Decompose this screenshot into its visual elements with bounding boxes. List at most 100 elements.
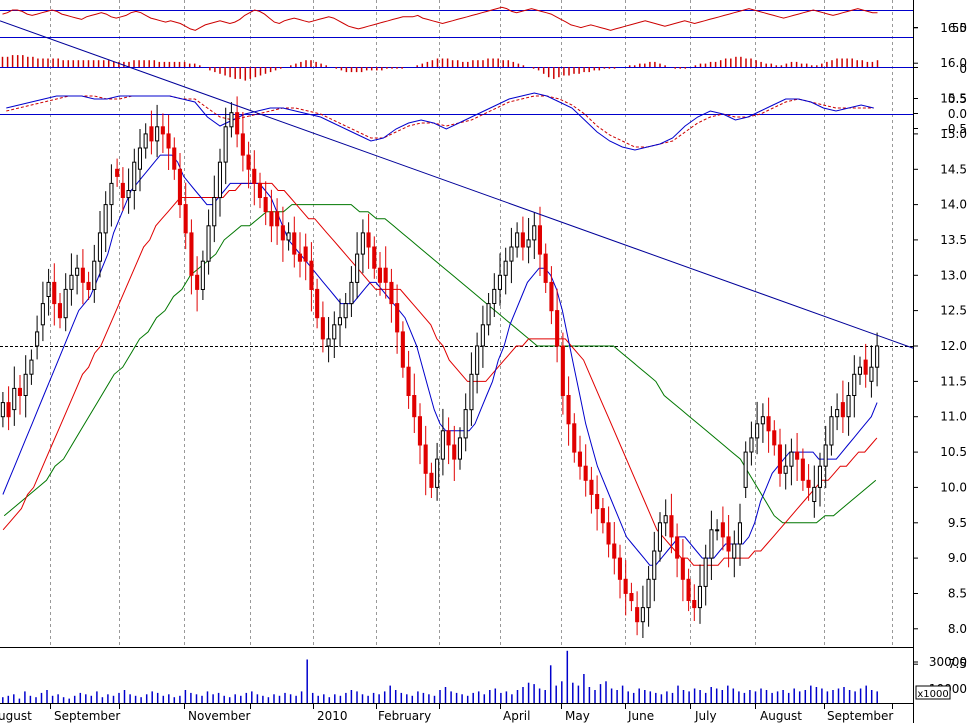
candle-down (320, 317, 325, 340)
candle-up (475, 345, 480, 375)
price-tick-label: 10.5 (940, 445, 967, 459)
candle-up (23, 373, 28, 396)
candle-down (52, 281, 57, 305)
candle-up (217, 161, 222, 199)
candle-down (412, 395, 417, 418)
candle-up (709, 529, 714, 559)
candle-down (777, 444, 783, 474)
candle-up (703, 557, 708, 587)
candle-down (383, 267, 388, 283)
candle-down (292, 232, 297, 255)
price-tick-label: 16.0 (940, 56, 967, 70)
momentum-tick-label: 0 (959, 62, 967, 76)
candle-down (623, 578, 628, 594)
candle-down (160, 126, 165, 135)
candle-up (343, 303, 348, 319)
candle-down (366, 232, 371, 248)
candle-down (543, 253, 548, 283)
candle-down (177, 168, 182, 206)
candle-up (515, 232, 520, 248)
candle-down (395, 303, 400, 333)
price-tick-label: 10.0 (940, 480, 967, 494)
candle-up (337, 317, 342, 326)
candle-up (12, 387, 17, 411)
candle-up (532, 225, 537, 241)
x-tick-label: September (54, 709, 120, 723)
candle-down (280, 225, 285, 241)
x-tick-label: November (188, 709, 250, 723)
candle-down (189, 232, 194, 276)
candle-up (469, 373, 474, 411)
candle-down (612, 543, 617, 559)
candle-down (195, 274, 200, 290)
candle-down (669, 515, 674, 538)
volume-tick-label: 30000 (929, 655, 967, 669)
candle-up (829, 416, 834, 446)
candle-up (486, 303, 491, 326)
candle-up (869, 366, 874, 382)
candle-down (423, 444, 428, 474)
price-tick-label: 11.5 (940, 374, 967, 388)
candle-up (857, 366, 863, 375)
candle-down (315, 288, 320, 319)
candle-up (440, 430, 445, 460)
candle-down (172, 147, 177, 170)
candle-down (595, 494, 600, 510)
candle-up (783, 465, 788, 474)
candle-up (749, 437, 754, 453)
candle-down (572, 423, 577, 453)
candle-up (0, 402, 5, 418)
candle-down (629, 593, 634, 602)
candle-up (657, 522, 663, 552)
rsi-tick-label: 50 (952, 21, 967, 35)
candle-up (206, 225, 211, 262)
macd-panel: 0.50.0-0.5 (0, 92, 967, 151)
candle-down (606, 522, 611, 545)
candle-up (846, 395, 851, 418)
candle-up (143, 133, 148, 149)
candle-down (537, 225, 543, 255)
candle-up (69, 274, 74, 290)
candle-down (675, 536, 680, 559)
rsi-line (2, 6, 878, 31)
price-tick-label: 8.5 (948, 586, 967, 600)
candle-down (589, 479, 594, 495)
candle-down (149, 126, 154, 142)
candle-down (555, 310, 560, 347)
candle-down (772, 430, 777, 446)
candle-down (446, 430, 451, 446)
candle-down (617, 557, 623, 580)
candle-down (726, 536, 731, 552)
candle-up (97, 232, 103, 262)
candle-up (526, 239, 531, 248)
candle-down (863, 359, 868, 375)
candle-down (692, 600, 697, 609)
candle-up (823, 444, 828, 467)
candle-down (840, 402, 845, 418)
price-tick-label: 16.5 (940, 21, 967, 35)
x-tick-label: ugust (0, 709, 32, 723)
candle-down (269, 211, 274, 227)
candle-down (6, 402, 11, 418)
candle-up (132, 161, 137, 191)
candle-up (875, 345, 880, 368)
candle-down (120, 182, 125, 198)
candle-up (652, 550, 657, 580)
candle-up (155, 126, 160, 142)
candle-down (560, 345, 565, 396)
candle-up (360, 232, 365, 255)
candle-up (75, 267, 80, 276)
x-tick-label: June (627, 709, 654, 723)
candle-up (29, 359, 34, 375)
price-panel: 16.5 16.0 15.5 15.0 14.5 14.0 13.5 13.0 12.5 12.0… (0, 20, 967, 671)
candle-down (115, 168, 120, 177)
x-tick-label: February (378, 709, 431, 723)
price-tick-label: 13.0 (940, 268, 967, 282)
candle-up (463, 409, 468, 439)
candle-up (646, 578, 651, 609)
candle-down (795, 451, 800, 460)
price-tick-label: 7.5 (948, 657, 967, 671)
candle-down (520, 232, 525, 248)
candle-down (566, 395, 571, 425)
candle-up (103, 204, 108, 234)
